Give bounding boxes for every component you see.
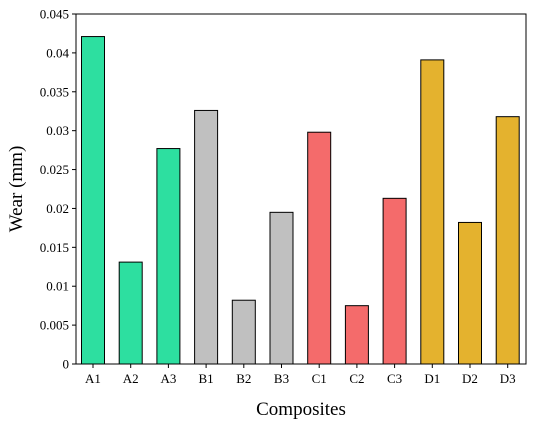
bar-c1: [307, 131, 332, 365]
y-tick-label: 0.035: [40, 84, 69, 99]
bar-b2: [231, 299, 256, 365]
bar-b3: [269, 211, 294, 365]
bar-c2: [344, 305, 369, 365]
bars-group: [81, 36, 520, 365]
y-axis-title: Wear (mm): [6, 146, 27, 233]
x-tick-label: A3: [160, 371, 176, 386]
x-tick-label: D2: [462, 371, 478, 386]
x-tick-label: D3: [500, 371, 516, 386]
y-tick-label: 0.025: [40, 162, 69, 177]
bar-a2: [118, 261, 143, 365]
bar-a1: [81, 36, 105, 365]
bar-a3: [156, 148, 181, 365]
y-tick-label: 0.02: [46, 201, 69, 216]
x-tick-label: B3: [274, 371, 289, 386]
y-tick-label: 0.015: [40, 240, 69, 255]
bar-d1: [420, 59, 445, 365]
y-tick-label: 0: [63, 357, 70, 372]
x-tick-label: D1: [424, 371, 440, 386]
bar-d3: [495, 116, 520, 365]
bar-d2: [458, 221, 482, 365]
bar-c3: [382, 197, 407, 365]
y-tick-label: 0.01: [46, 279, 69, 294]
y-tick-label: 0.03: [46, 123, 69, 138]
x-tick-label: C1: [312, 371, 327, 386]
y-tick-label: 0.005: [40, 318, 69, 333]
x-tick-label: C2: [349, 371, 364, 386]
ticks-group: A1 A2 A3 B1 B2 B3 C1 C2 C3 D1 D2 D3 0 0.005 0.01 0.015 0…: [40, 7, 516, 387]
plot-frame: [75, 13, 527, 365]
x-axis-title: Composites: [256, 399, 346, 420]
x-tick-label: B1: [199, 371, 214, 386]
y-tick-label: 0.04: [46, 45, 69, 60]
x-tick-label: C3: [387, 371, 402, 386]
x-tick-label: B2: [236, 371, 251, 386]
bar-b1: [194, 109, 219, 365]
x-tick-label: A1: [85, 371, 101, 386]
y-tick-label: 0.045: [40, 7, 69, 22]
x-tick-label: A2: [123, 371, 139, 386]
